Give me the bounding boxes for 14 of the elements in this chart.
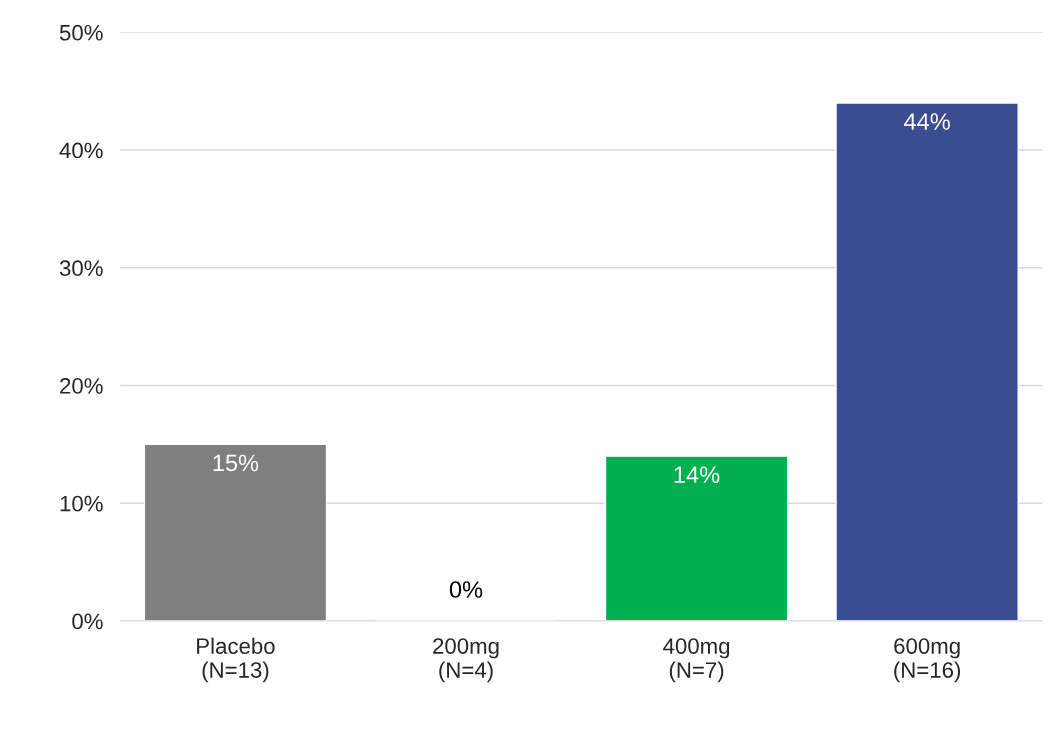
x-tick-label: 600mg (N=16): [894, 638, 961, 683]
y-tick-label: 10%: [60, 495, 103, 512]
data-label: 0%: [449, 581, 483, 598]
data-label: 14%: [674, 466, 720, 483]
x-tick-label: Placebo (N=13): [197, 637, 275, 683]
y-tick-label: 50%: [59, 24, 103, 41]
data-label: 15%: [213, 454, 259, 472]
y-tick-label: 20%: [60, 378, 103, 394]
data-label: 44%: [904, 113, 950, 130]
y-tick-label: 0%: [72, 613, 103, 630]
x-tick-label: 400mg (N=7): [663, 638, 730, 683]
y-tick-label: 40%: [59, 142, 103, 159]
y-tick-label: 30%: [59, 260, 103, 277]
x-tick-label: 200mg (N=4): [433, 638, 499, 683]
